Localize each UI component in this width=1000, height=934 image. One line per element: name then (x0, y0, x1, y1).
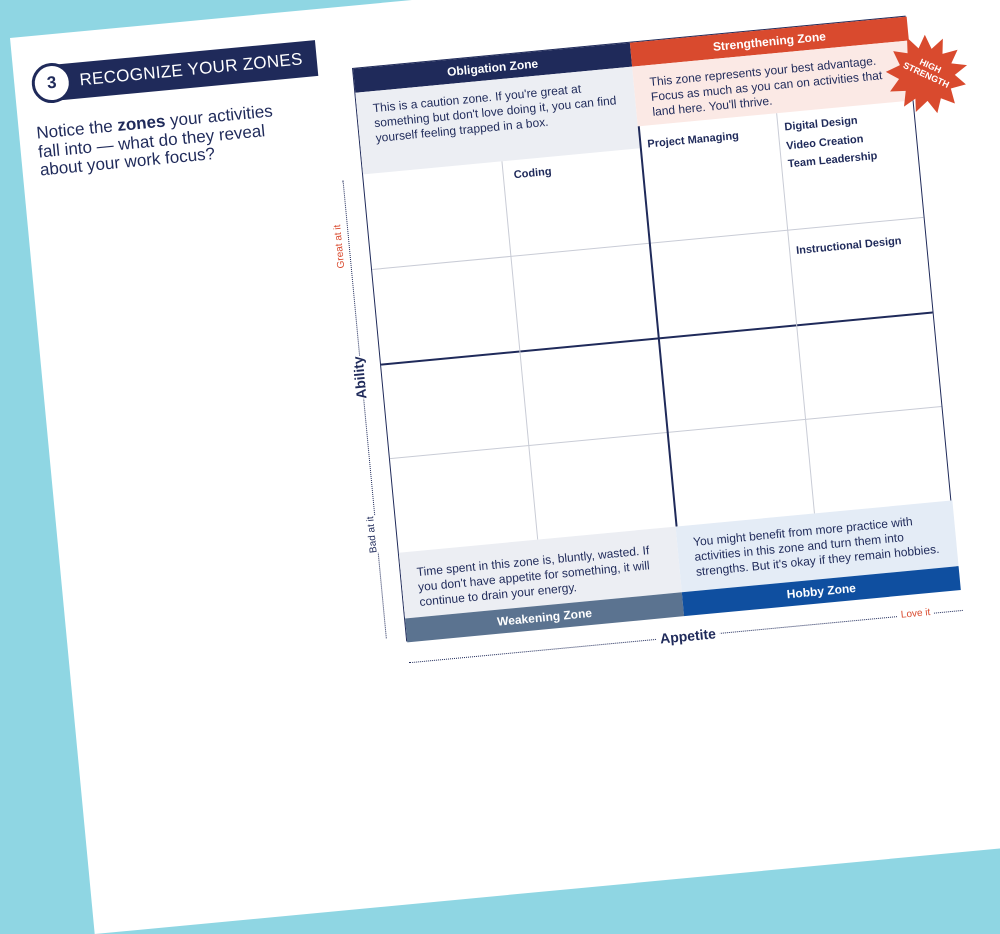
badge-shape (885, 34, 968, 114)
activity: Coding (513, 165, 553, 182)
badge: HIGH STRENGTH (885, 34, 968, 114)
axis-label: Ability (349, 355, 370, 400)
axis-low: Bad at it (365, 515, 380, 554)
activity-list: Digital Design Video Creation Team Leade… (784, 110, 879, 174)
page: {"step": {"number": "3", "title": "RECOG… (10, 0, 1000, 934)
activity: Project Managing (646, 129, 740, 151)
zone-grid: Obligation Zone Strengthening Zone This … (332, 15, 968, 664)
grid-line (637, 126, 678, 527)
activity: Instructional Design (795, 235, 903, 257)
